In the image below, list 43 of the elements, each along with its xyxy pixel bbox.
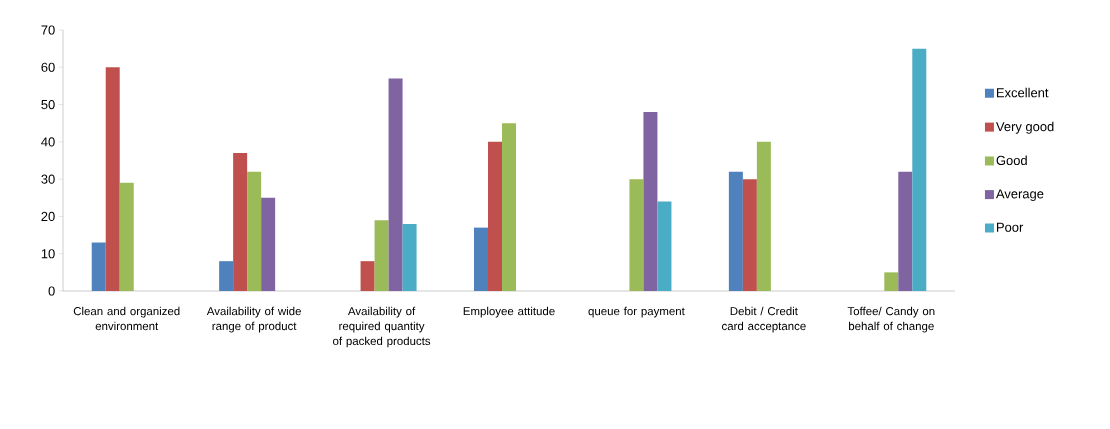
bar	[898, 171, 913, 291]
bar	[657, 201, 672, 291]
bar	[402, 223, 417, 291]
bar	[756, 141, 771, 291]
bar	[629, 179, 644, 291]
bar	[261, 197, 276, 291]
x-tick-label: Availability of required quantity of packed products	[333, 306, 431, 348]
y-tick-label: 50	[41, 99, 55, 110]
y-tick-label: 70	[41, 25, 55, 35]
x-tick-label: queue for payment	[588, 306, 685, 318]
bar	[105, 67, 120, 291]
bar	[91, 242, 106, 291]
y-tick-label: 10	[41, 249, 55, 259]
x-tick-label: Clean and organized environment	[73, 306, 180, 331]
bar	[374, 220, 389, 291]
y-tick-label: 60	[41, 62, 55, 72]
bar	[728, 171, 743, 291]
legend-label: Very good	[996, 121, 1054, 134]
bar	[119, 182, 134, 291]
bar	[488, 141, 502, 291]
legend-label: Poor	[997, 222, 1024, 232]
bar	[233, 153, 248, 291]
bar	[643, 112, 658, 291]
bar	[742, 179, 757, 291]
legend-label: Average	[995, 189, 1044, 201]
legend-label: Excellent	[997, 87, 1049, 98]
x-tick-label: Debit / Credit card acceptance	[721, 306, 806, 333]
y-tick-label: 30	[41, 174, 55, 184]
bar	[912, 48, 927, 291]
x-tick-label: Employee attitude	[463, 306, 555, 318]
x-tick-label: Availability of wide range of product	[206, 306, 301, 333]
y-tick-label: 40	[41, 137, 55, 147]
y-tick-label: 0	[48, 286, 55, 296]
legend-label: Good	[996, 155, 1027, 166]
bar	[388, 78, 403, 291]
y-tick-label: 20	[41, 211, 55, 222]
bar	[474, 227, 488, 291]
bar	[247, 171, 262, 291]
bar	[884, 272, 899, 291]
bar	[360, 261, 375, 291]
x-tick-label: Toffee/ Candy on behalf of change	[847, 306, 935, 333]
bar	[502, 123, 516, 291]
bar	[219, 261, 234, 291]
